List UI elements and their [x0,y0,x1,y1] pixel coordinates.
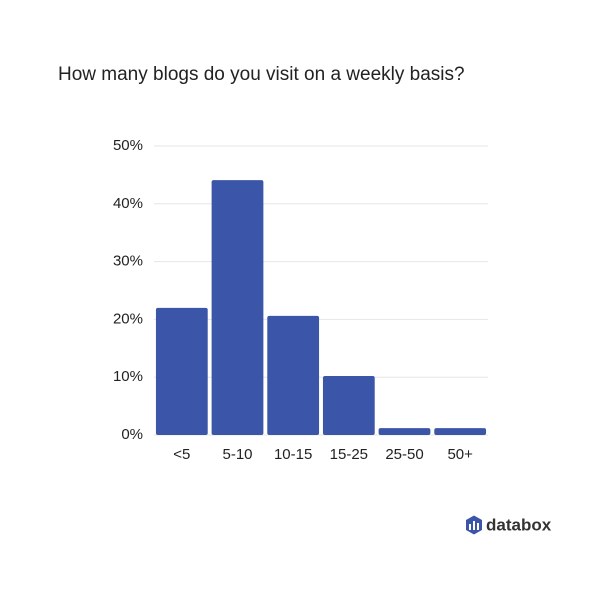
chart-title: How many blogs do you visit on a weekly … [58,64,465,85]
brand-name: databox [486,515,552,534]
bar [322,376,375,435]
logo-icon-bar [469,524,471,530]
x-tick-label: 50+ [447,446,473,463]
y-tick-label: 20% [113,310,143,327]
logo-icon-bar [477,523,479,530]
y-tick-label: 10% [113,368,143,385]
x-tick-label: 15-25 [330,446,368,463]
x-tick-label: 25-50 [385,446,423,463]
bar [267,315,320,435]
x-tick-label: <5 [173,446,190,463]
logo-icon-bar [473,521,475,530]
bar [378,428,431,435]
bar [155,307,208,435]
brand-logo: databox [466,515,552,535]
x-tick-label: 5-10 [222,446,252,463]
bar [434,428,487,435]
y-tick-label: 0% [121,426,143,443]
x-tick-label: 10-15 [274,446,312,463]
y-tick-label: 50% [113,137,143,154]
y-tick-label: 30% [113,253,143,270]
bar [211,180,264,435]
y-tick-label: 40% [113,195,143,212]
